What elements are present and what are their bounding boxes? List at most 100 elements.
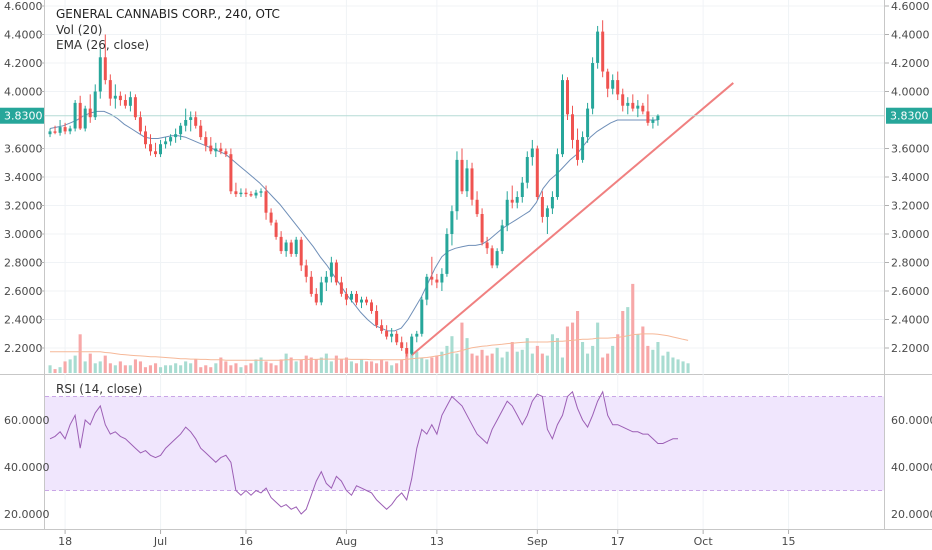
volume-bar bbox=[244, 365, 248, 374]
volume-bar bbox=[63, 361, 67, 373]
volume-bar bbox=[133, 359, 137, 373]
volume-bar bbox=[540, 353, 544, 373]
candle-body bbox=[581, 137, 585, 160]
volume-bar bbox=[611, 345, 615, 373]
volume-bar bbox=[274, 365, 278, 374]
volume-bar bbox=[616, 334, 620, 374]
price-tick-label-left: 4.4000 bbox=[4, 29, 43, 42]
volume-bar bbox=[269, 363, 273, 373]
volume-bar bbox=[515, 351, 519, 373]
volume-bar bbox=[319, 357, 323, 373]
candle-body bbox=[319, 282, 323, 303]
candle-body bbox=[460, 159, 464, 192]
rsi-tick-label-right: 60.0000 bbox=[891, 414, 932, 427]
rsi-layer bbox=[45, 390, 884, 515]
volume-bar bbox=[98, 361, 102, 373]
price-tick-label-left: 2.8000 bbox=[4, 257, 43, 270]
candle-body bbox=[455, 159, 459, 212]
volume-bar bbox=[581, 342, 585, 373]
candle-body bbox=[133, 97, 137, 118]
price-tick-label-right: 2.8000 bbox=[891, 257, 930, 270]
time-tick-label: 15 bbox=[782, 535, 796, 548]
candle-body bbox=[98, 57, 102, 92]
volume-bar bbox=[229, 365, 233, 374]
candle-body bbox=[611, 80, 615, 89]
candle-body bbox=[304, 265, 308, 277]
volume-bar bbox=[354, 363, 358, 373]
price-tick-label-right: 3.0000 bbox=[891, 228, 930, 241]
candle-body bbox=[48, 131, 52, 135]
candle-body bbox=[53, 131, 57, 133]
volume-bar bbox=[349, 361, 353, 373]
volume-bar bbox=[339, 359, 343, 373]
candle-body bbox=[510, 199, 514, 203]
volume-bar bbox=[299, 359, 303, 373]
volume-bar bbox=[601, 357, 605, 373]
candle-body bbox=[138, 117, 142, 132]
candle-body bbox=[425, 276, 429, 300]
volume-bar bbox=[681, 361, 685, 373]
rsi-line bbox=[49, 390, 678, 515]
volume-bar bbox=[179, 365, 183, 374]
candle-body bbox=[259, 191, 263, 193]
volume-bar bbox=[545, 355, 549, 373]
volume-bar bbox=[636, 334, 640, 374]
candle-body bbox=[350, 293, 353, 300]
candle-body bbox=[164, 141, 168, 145]
candle-body bbox=[324, 276, 328, 283]
trendline bbox=[411, 82, 734, 356]
candle-body bbox=[78, 102, 82, 129]
volume-bar bbox=[475, 355, 479, 373]
price-tick-label-right: 4.2000 bbox=[891, 57, 930, 70]
candle-body bbox=[601, 31, 605, 72]
volume-bar bbox=[410, 349, 414, 374]
volume-layer bbox=[48, 283, 690, 374]
volume-bar bbox=[375, 363, 379, 373]
candle-body bbox=[641, 105, 645, 112]
candle-body bbox=[58, 127, 62, 133]
candle-body bbox=[365, 299, 368, 303]
candle-body bbox=[334, 262, 338, 283]
candle-body bbox=[470, 168, 474, 200]
candle-body bbox=[530, 148, 534, 158]
candle-body bbox=[606, 71, 610, 89]
candle-body bbox=[88, 108, 92, 118]
candle-body bbox=[626, 102, 630, 106]
candle-body bbox=[249, 194, 253, 196]
last-price-tag-label-left: 3.8300 bbox=[4, 110, 43, 123]
volume-bar bbox=[204, 365, 208, 374]
candle-body bbox=[229, 154, 233, 192]
volume-bar bbox=[138, 361, 142, 373]
candle-body bbox=[430, 276, 434, 280]
volume-bar bbox=[621, 311, 625, 373]
volume-bar bbox=[530, 353, 534, 373]
volume-bar bbox=[93, 363, 97, 373]
volume-bar bbox=[370, 361, 374, 373]
candle-body bbox=[395, 333, 399, 343]
candle-body bbox=[274, 222, 278, 237]
candle-body bbox=[63, 127, 67, 132]
volume-bar bbox=[294, 361, 298, 373]
volume-bar bbox=[259, 357, 263, 373]
time-tick-label: Jul bbox=[153, 535, 167, 548]
candle-body bbox=[284, 242, 288, 252]
volume-bar bbox=[143, 367, 147, 373]
price-tick-label-right: 4.0000 bbox=[891, 86, 930, 99]
volume-bar bbox=[686, 363, 690, 373]
volume-bar bbox=[78, 334, 82, 374]
volume-bar bbox=[656, 342, 660, 373]
price-tick-label-left: 3.6000 bbox=[4, 143, 43, 156]
candle-body bbox=[571, 114, 574, 140]
candle-body bbox=[535, 148, 539, 197]
price-tick-label-left: 2.2000 bbox=[4, 342, 43, 355]
candle-body bbox=[550, 197, 554, 209]
candle-body bbox=[636, 105, 640, 109]
price-tick-label-left: 3.4000 bbox=[4, 171, 43, 184]
volume-bar bbox=[304, 355, 308, 373]
candle-body bbox=[68, 128, 72, 132]
candle-body bbox=[591, 63, 595, 109]
volume-bar bbox=[209, 367, 213, 373]
candle-body bbox=[596, 31, 600, 63]
candle-layer bbox=[48, 20, 660, 357]
rsi-tick-label-left: 20.0000 bbox=[4, 508, 50, 521]
